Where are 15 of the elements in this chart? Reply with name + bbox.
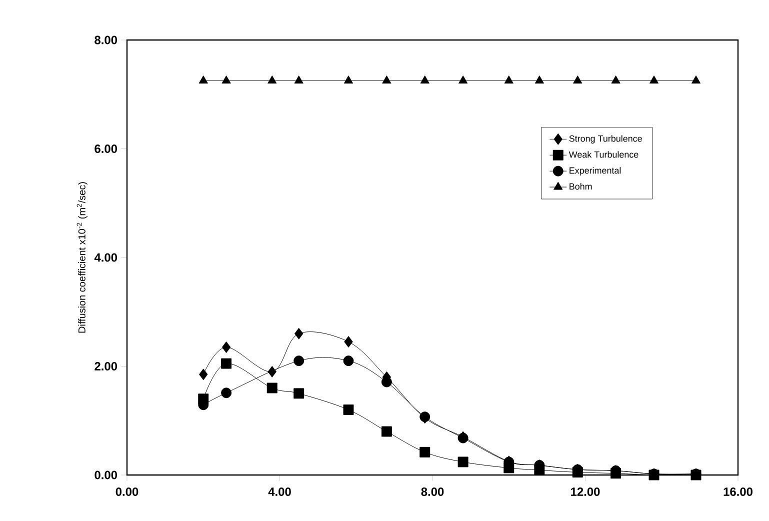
y-axis-title: Diffusion coefficient x10$^{-2}$ (m$^{2}$/sec) <box>76 182 88 333</box>
y-tick-label: 0.00 <box>94 470 118 480</box>
y-tick-label: 2.00 <box>94 362 118 370</box>
x-tick-label: 0.00 <box>116 487 138 496</box>
x-tick-label: 8.00 <box>421 487 444 496</box>
legend-label: Strong Turbulence <box>569 135 642 144</box>
y-tick-label: 6.00 <box>94 144 118 153</box>
legend-label: Weak Turbulence <box>568 151 638 158</box>
y-tick-label: 8.00 <box>94 36 118 44</box>
legend-label: Bohm <box>570 183 592 190</box>
x-tick-label: 4.00 <box>268 487 291 496</box>
y-tick-label: 4.00 <box>94 253 118 262</box>
x-tick-label: 16.00 <box>724 487 752 496</box>
legend-label: Experimental <box>570 167 621 176</box>
x-tick-label: 12.00 <box>571 487 600 496</box>
